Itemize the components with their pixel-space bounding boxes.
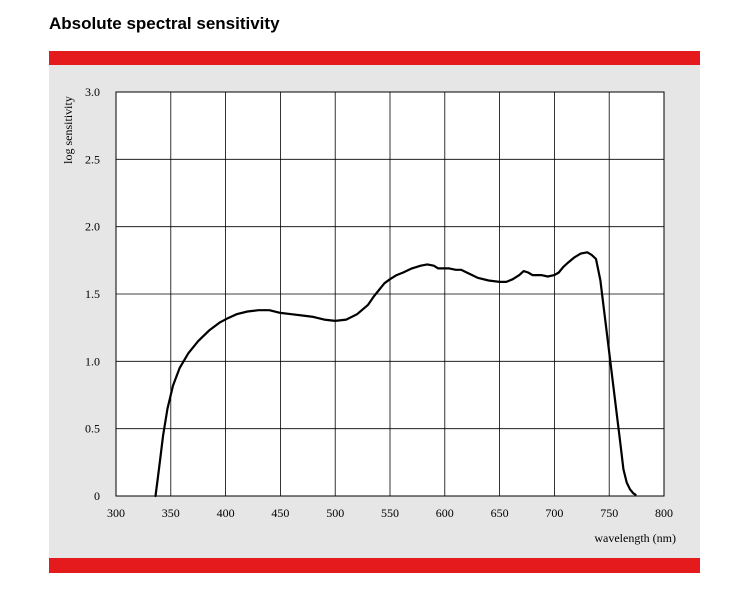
y-tick-label: 0.5 (85, 422, 100, 436)
x-tick-label: 400 (217, 506, 235, 520)
y-tick-label: 0 (94, 489, 100, 503)
page-title: Absolute spectral sensitivity (49, 14, 280, 33)
x-tick-label: 450 (271, 506, 289, 520)
y-tick-label: 1.0 (85, 354, 100, 368)
x-tick-label: 700 (545, 506, 563, 520)
x-tick-label: 550 (381, 506, 399, 520)
top-band (49, 51, 700, 65)
x-tick-label: 750 (600, 506, 618, 520)
y-tick-labels: 0 0.5 1.0 1.5 2.0 2.5 3.0 (85, 85, 100, 503)
y-axis-label: log sensitivity (61, 96, 75, 164)
x-axis-label: wavelength (nm) (594, 531, 676, 545)
y-tick-label: 2.5 (85, 152, 100, 166)
x-tick-label: 500 (326, 506, 344, 520)
y-tick-label: 3.0 (85, 85, 100, 99)
plot-frame (115, 91, 665, 497)
sensitivity-curve (154, 251, 637, 498)
x-tick-label: 800 (655, 506, 673, 520)
y-tick-label: 2.0 (85, 220, 100, 234)
x-tick-label: 300 (107, 506, 125, 520)
x-tick-labels: 300 350 400 450 500 550 600 650 700 750 800 (107, 506, 673, 520)
bottom-band (49, 558, 700, 573)
x-tick-label: 650 (491, 506, 509, 520)
y-tick-label: 1.5 (85, 287, 100, 301)
x-tick-label: 350 (162, 506, 180, 520)
x-tick-label: 600 (436, 506, 454, 520)
